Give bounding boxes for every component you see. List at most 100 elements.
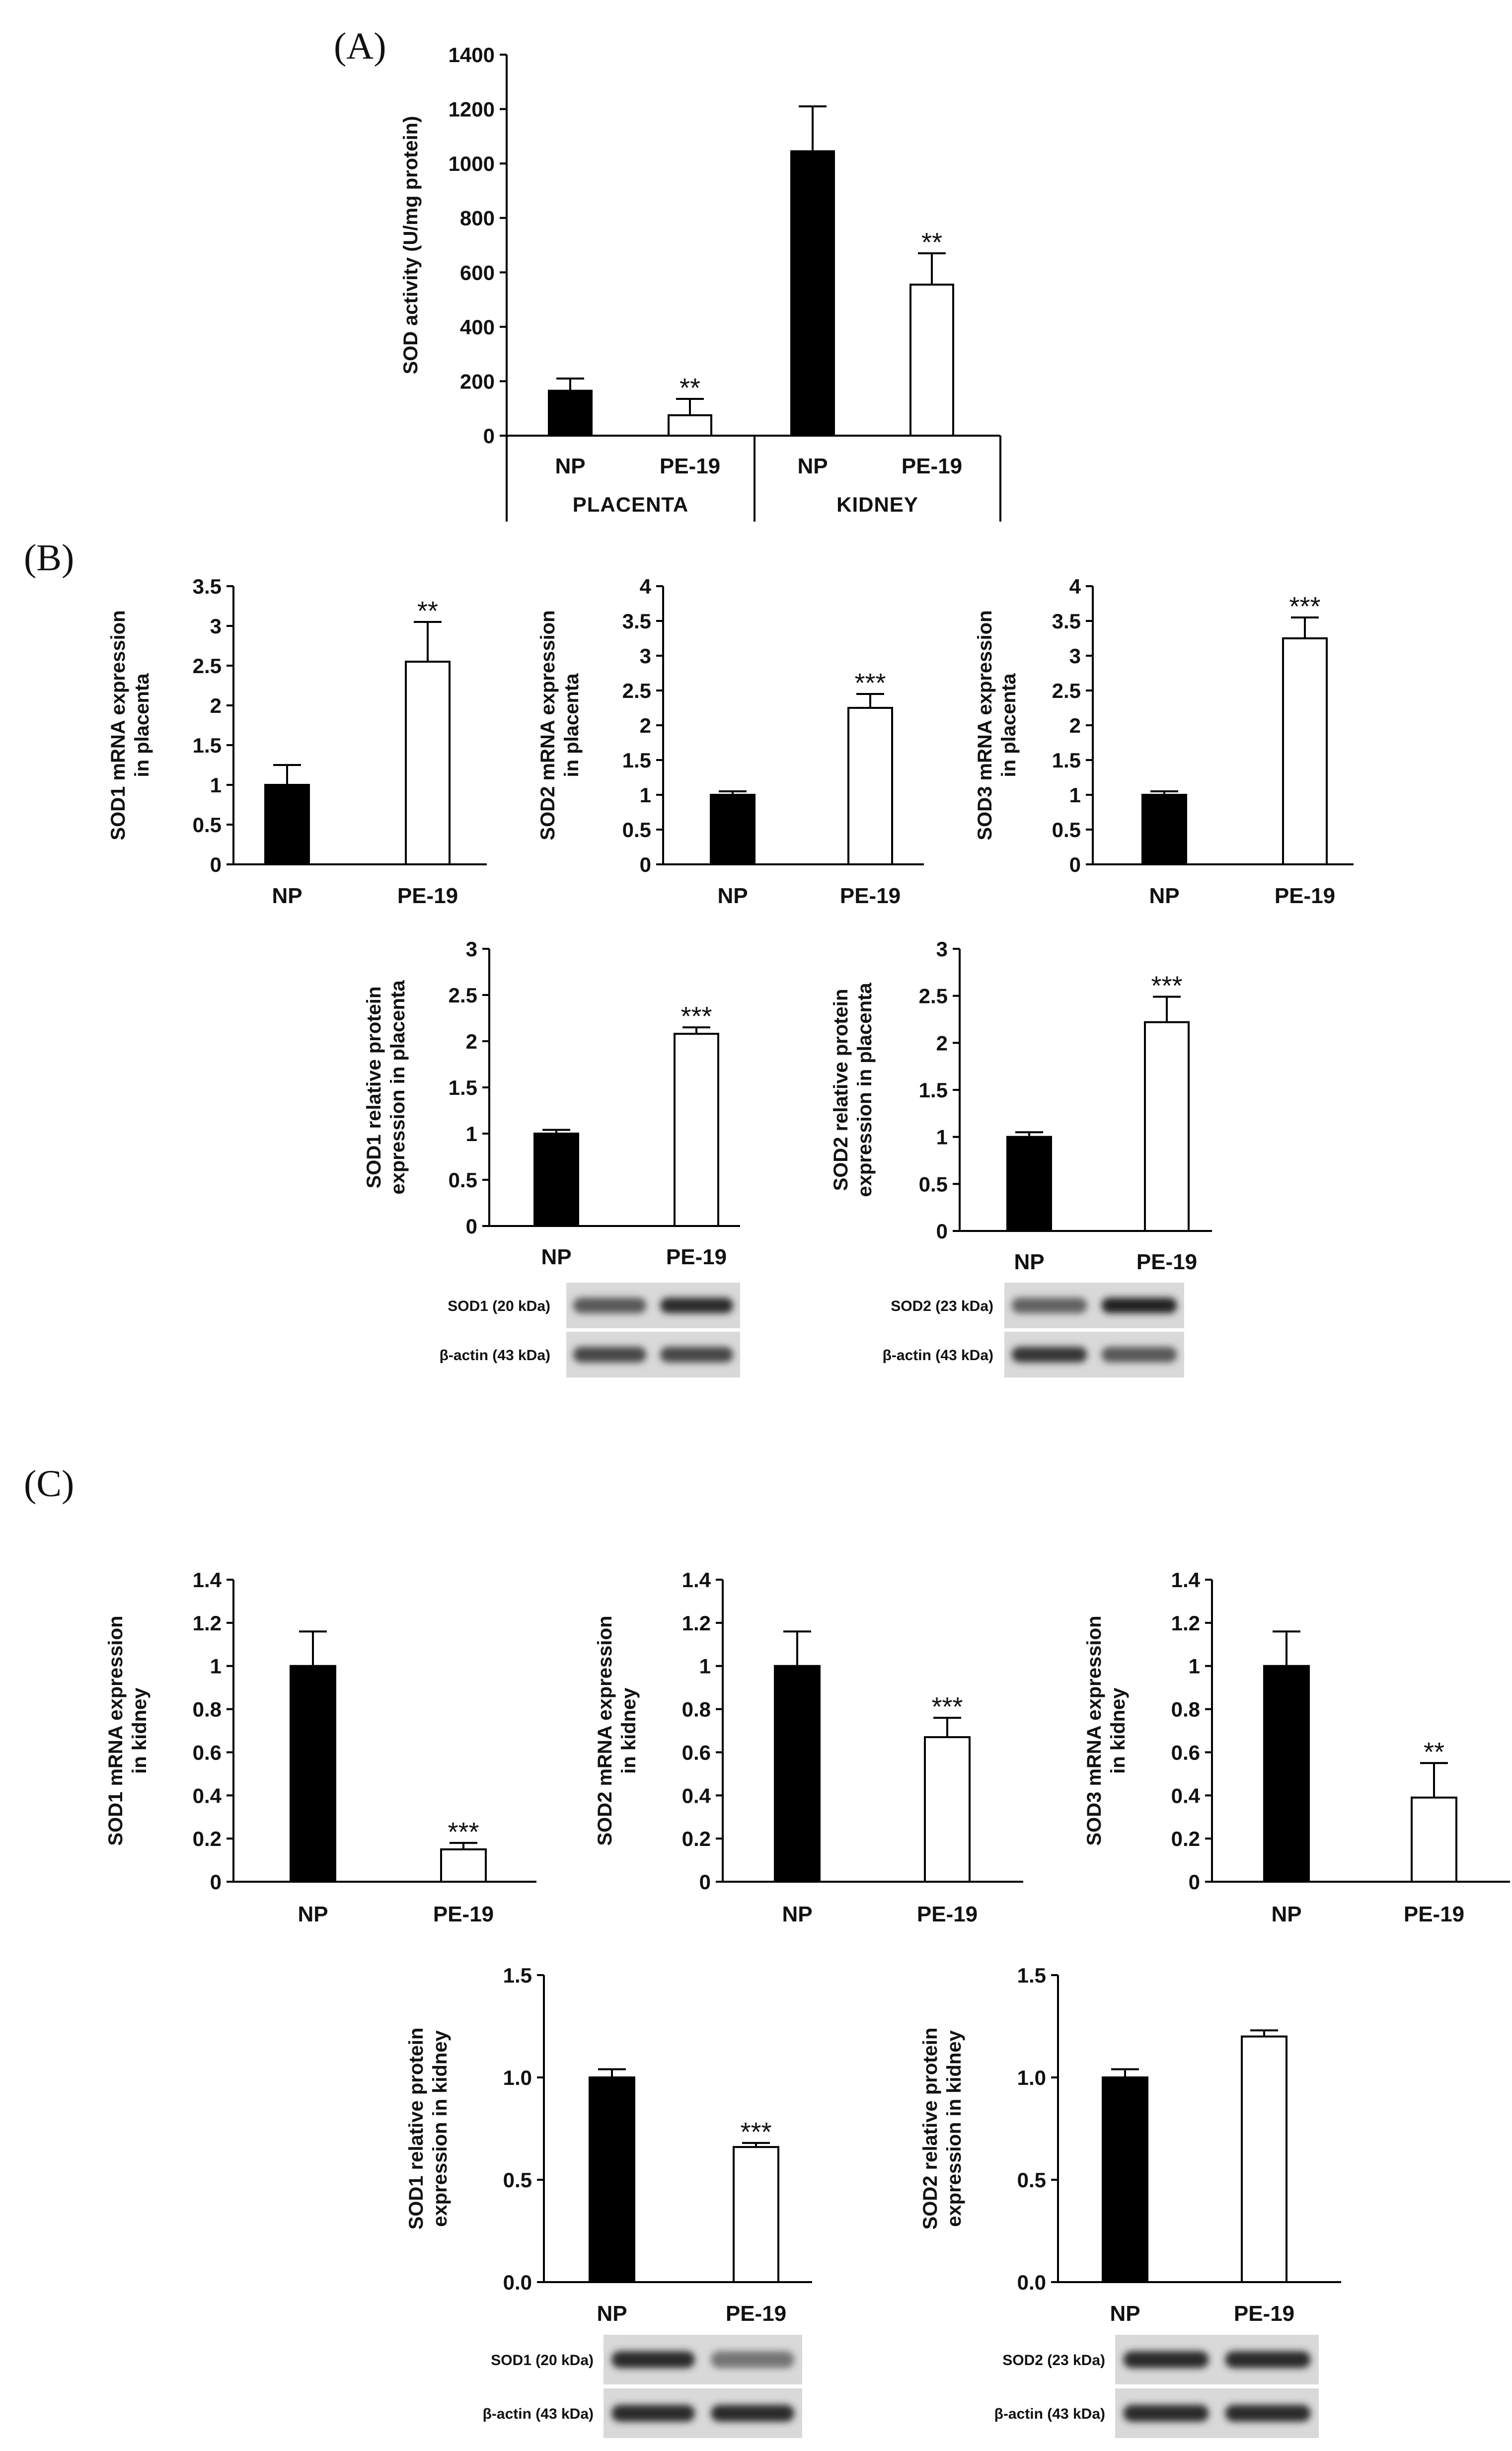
category-label-c2: NP bbox=[782, 1902, 812, 1926]
y-tick-label-b2: 1 bbox=[640, 783, 651, 807]
y-tick-label-c4: 0.5 bbox=[503, 2168, 532, 2192]
y-tick-label-c1: 0.2 bbox=[193, 1827, 222, 1850]
y-tick-label-b4: 1.5 bbox=[449, 1076, 477, 1099]
bar-b5-pe19 bbox=[1144, 1021, 1190, 1232]
y-tick-label-c5: 0.0 bbox=[1017, 2271, 1046, 2294]
y-tick-label-a: 1000 bbox=[449, 152, 495, 175]
y-tick-label-b2: 2.5 bbox=[622, 679, 651, 702]
bar-a-pe19 bbox=[668, 414, 712, 437]
y-tick-label-b1: 1 bbox=[210, 773, 222, 797]
y-tick-label-a: 1200 bbox=[449, 98, 495, 121]
blot-band-c4 bbox=[711, 2351, 794, 2368]
y-tick-label-c2: 0.8 bbox=[682, 1698, 711, 1721]
category-label-b4: NP bbox=[541, 1245, 571, 1269]
bar-b3-np bbox=[1141, 794, 1187, 865]
blot-band-c4 bbox=[711, 2405, 794, 2422]
blot-band-b4 bbox=[573, 1298, 646, 1313]
panel-label-b: (B) bbox=[24, 537, 74, 579]
category-label-c1: NP bbox=[298, 1902, 328, 1926]
blot-band-c5 bbox=[1123, 2351, 1209, 2368]
bar-c3-pe19 bbox=[1411, 1796, 1457, 1883]
y-axis-title-c2: in kidney bbox=[618, 1687, 640, 1774]
y-tick-label-b3: 2 bbox=[1069, 714, 1081, 737]
y-tick-label-b1: 2 bbox=[210, 694, 222, 717]
y-tick-label-b4: 0 bbox=[466, 1215, 477, 1238]
y-axis-title-b1: in placenta bbox=[131, 673, 153, 777]
y-tick-label-b2: 3 bbox=[640, 644, 651, 668]
y-tick-label-b1: 3.5 bbox=[193, 575, 222, 598]
y-axis-title-c4: SOD1 relative protein bbox=[405, 2028, 427, 2230]
bar-c4-pe19 bbox=[733, 2146, 779, 2284]
bar-b5-np bbox=[1006, 1136, 1052, 1232]
blot-label-b5: β-actin (43 kDa) bbox=[883, 1347, 993, 1364]
significance-label-c2: *** bbox=[931, 1692, 963, 1722]
blot-band-b4 bbox=[660, 1298, 733, 1313]
y-axis-title-c3: in kidney bbox=[1107, 1687, 1129, 1774]
y-tick-label-b3: 1 bbox=[1069, 783, 1081, 807]
y-tick-label-b5: 3 bbox=[936, 937, 948, 961]
category-label-c1: PE-19 bbox=[433, 1902, 494, 1926]
y-axis-title-c2: SOD2 mRNA expression bbox=[594, 1615, 616, 1845]
y-tick-label-c3: 1.2 bbox=[1171, 1611, 1200, 1635]
significance-label-b5: *** bbox=[1151, 971, 1182, 1001]
y-tick-label-b2: 0 bbox=[640, 853, 651, 876]
y-tick-label-b3: 2.5 bbox=[1052, 679, 1081, 702]
y-tick-label-b1: 0 bbox=[210, 853, 222, 876]
y-axis-title-b5: SOD2 relative protein bbox=[830, 989, 852, 1191]
chart-b1: 0 0.5 1 1.5 2 2.5 3 3.5 SOD1 mRNA expression in p… bbox=[107, 575, 487, 908]
bar-b1-np bbox=[264, 784, 310, 865]
y-tick-label-a: 800 bbox=[460, 207, 495, 230]
y-axis-title-c5: SOD2 relative protein bbox=[919, 2028, 941, 2230]
chart-a: 0 200 400 600 800 1000 1200 1400 SOD activity (U… bbox=[400, 43, 1001, 522]
y-tick-label-a: 200 bbox=[460, 370, 495, 393]
y-tick-label-b1: 0.5 bbox=[193, 813, 222, 837]
chart-b3: 0 0.5 1 1.5 2 2.5 3 3.5 4 SOD3 mRNA expression in … bbox=[974, 575, 1354, 908]
y-tick-label-c5: 0.5 bbox=[1017, 2168, 1046, 2192]
y-tick-label-b5: 1 bbox=[936, 1126, 948, 1149]
category-label-c4: NP bbox=[597, 2301, 627, 2326]
y-axis-title-a: SOD activity (U/mg protein) bbox=[400, 116, 422, 374]
y-axis-title-c1: SOD1 mRNA expression bbox=[105, 1615, 127, 1845]
category-label-a: NP bbox=[555, 454, 585, 478]
panel-label-a: (A) bbox=[334, 25, 386, 67]
bar-b1-pe19 bbox=[405, 661, 451, 865]
category-label-b4: PE-19 bbox=[666, 1245, 727, 1269]
blot-band-c5 bbox=[1225, 2351, 1311, 2368]
y-tick-label-b2: 0.5 bbox=[622, 818, 651, 842]
significance-label-a: ** bbox=[921, 228, 942, 257]
y-tick-label-c2: 0.6 bbox=[682, 1741, 711, 1764]
bar-b2-np bbox=[710, 794, 756, 865]
blot-band-c5 bbox=[1225, 2405, 1311, 2422]
chart-b2: 0 0.5 1 1.5 2 2.5 3 3.5 4 SOD2 mRNA expression in … bbox=[537, 575, 924, 908]
y-tick-label-c4: 0.0 bbox=[503, 2271, 532, 2294]
y-tick-label-a: 0 bbox=[483, 424, 495, 448]
y-tick-label-c2: 0 bbox=[699, 1870, 711, 1894]
y-tick-label-c3: 0.4 bbox=[1171, 1784, 1201, 1807]
y-axis-title-c1: in kidney bbox=[129, 1687, 151, 1774]
significance-label-c1: *** bbox=[448, 1817, 479, 1847]
category-label-b1: NP bbox=[272, 884, 302, 908]
bar-b4-np bbox=[533, 1133, 579, 1227]
blot-label-b4: SOD1 (20 kDa) bbox=[448, 1298, 550, 1314]
category-label-a: NP bbox=[797, 454, 828, 478]
y-tick-label-c3: 1 bbox=[1189, 1655, 1200, 1678]
bar-c5-np bbox=[1102, 2076, 1148, 2283]
y-axis-title-c3: SOD3 mRNA expression bbox=[1083, 1615, 1105, 1845]
significance-label-b1: ** bbox=[417, 596, 438, 626]
bar-c2-pe19 bbox=[924, 1736, 971, 1883]
bar-b3-pe19 bbox=[1282, 637, 1328, 865]
y-axis-title-c4: expression in kidney bbox=[429, 2030, 451, 2226]
y-tick-label-b4: 2 bbox=[466, 1030, 477, 1053]
y-axis-title-b3: in placenta bbox=[998, 673, 1020, 777]
y-axis-title-b4: expression in placenta bbox=[387, 980, 409, 1195]
chart-c5: 0.0 0.5 1.0 1.5 SOD2 relative protein express… bbox=[919, 1964, 1341, 2438]
blot-label-c5: SOD2 (23 kDa) bbox=[1002, 2352, 1105, 2369]
y-tick-label-a: 400 bbox=[460, 315, 495, 339]
blot-band-b4 bbox=[660, 1347, 733, 1363]
category-label-b5: NP bbox=[1014, 1250, 1044, 1274]
blot-band-b5 bbox=[1101, 1347, 1177, 1363]
blot-label-b5: SOD2 (23 kDa) bbox=[891, 1298, 993, 1314]
y-tick-label-b2: 4 bbox=[640, 575, 652, 598]
y-tick-label-c2: 1 bbox=[699, 1655, 711, 1678]
blot-label-c4: β-actin (43 kDa) bbox=[483, 2406, 594, 2422]
